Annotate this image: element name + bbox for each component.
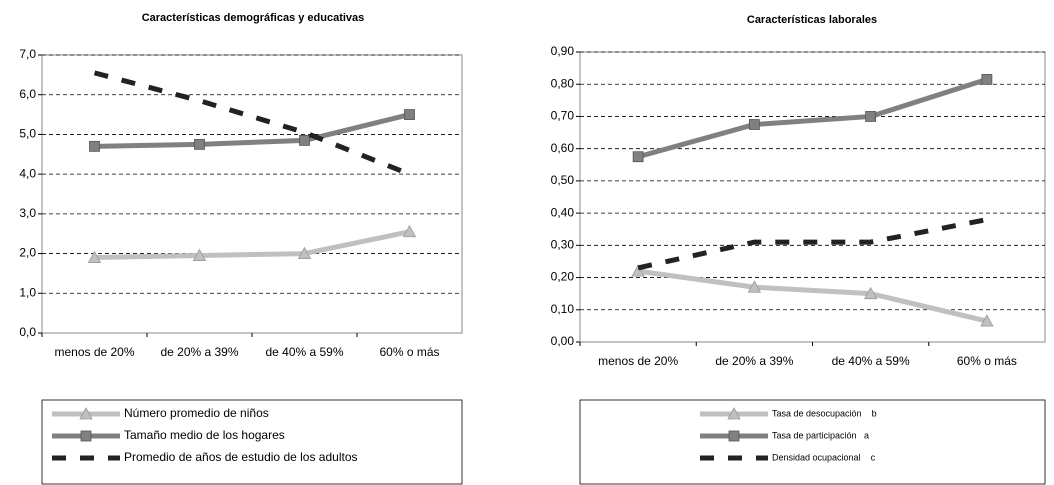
marker (402, 224, 417, 238)
legend-label: Tamaño medio de los hogares (124, 428, 285, 442)
marker (981, 73, 993, 85)
y-tick-label: 0,40 (551, 205, 575, 219)
legend-label: Número promedio de niños (124, 406, 269, 420)
legend-label: Tasa de desocupación b (772, 408, 877, 418)
legend-box (579, 399, 1046, 485)
x-tick-label: 60% o más (379, 345, 439, 359)
marker (297, 246, 312, 259)
marker (404, 109, 415, 120)
marker (79, 407, 93, 420)
legend-label: Promedio de años de estudio de los adult… (124, 450, 358, 464)
y-tick-label: 6,0 (19, 87, 36, 101)
x-tick-label: 60% o más (957, 354, 1017, 368)
y-tick-label: 1,0 (19, 285, 36, 299)
y-tick-label: 0,60 (551, 141, 575, 155)
chart-title: Características laborales (747, 14, 877, 26)
x-tick-label: de 20% a 39% (715, 354, 793, 368)
y-tick-label: 4,0 (19, 166, 36, 180)
y-tick-label: 0,90 (551, 44, 575, 58)
y-tick-label: 0,70 (551, 109, 575, 123)
series-line (94, 229, 411, 261)
x-tick-label: de 20% a 39% (160, 345, 238, 359)
series-line (637, 77, 988, 160)
series-line (637, 268, 988, 324)
y-tick-label: 0,10 (551, 302, 575, 316)
series-line (94, 112, 411, 149)
y-tick-label: 0,00 (551, 334, 575, 348)
marker (89, 140, 100, 152)
x-tick-label: de 40% a 59% (832, 354, 910, 368)
legend-label: Densidad ocupacional c (772, 452, 876, 462)
y-tick-label: 3,0 (19, 206, 36, 220)
y-tick-label: 2,0 (19, 246, 36, 260)
marker (631, 264, 645, 277)
marker (728, 430, 740, 442)
marker (87, 250, 102, 263)
chart-title: Características demográficas y educativa… (142, 12, 365, 24)
marker (727, 407, 741, 420)
plot-area (579, 51, 1046, 343)
y-tick-label: 7,0 (19, 47, 36, 61)
series-line (637, 217, 988, 271)
series-line (93, 70, 411, 177)
y-tick-label: 0,80 (551, 76, 575, 90)
y-tick-label: 0,50 (551, 173, 575, 187)
marker (299, 134, 310, 146)
marker (80, 430, 92, 442)
y-tick-label: 0,30 (551, 238, 575, 252)
y-tick-label: 0,0 (19, 325, 36, 339)
x-tick-label: menos de 20% (54, 345, 134, 359)
marker (194, 138, 205, 150)
plot-area (41, 54, 463, 334)
marker (747, 280, 762, 293)
marker (748, 119, 760, 130)
marker (980, 314, 994, 327)
y-tick-label: 0,20 (551, 270, 575, 284)
marker (192, 248, 207, 261)
marker (863, 286, 878, 300)
x-tick-label: de 40% a 59% (265, 345, 343, 359)
x-tick-label: menos de 20% (598, 354, 678, 368)
y-tick-label: 5,0 (19, 127, 36, 141)
marker (865, 111, 877, 122)
legend-box (41, 399, 463, 485)
marker (632, 151, 644, 163)
legend-label: Tasa de participación a (772, 430, 869, 440)
